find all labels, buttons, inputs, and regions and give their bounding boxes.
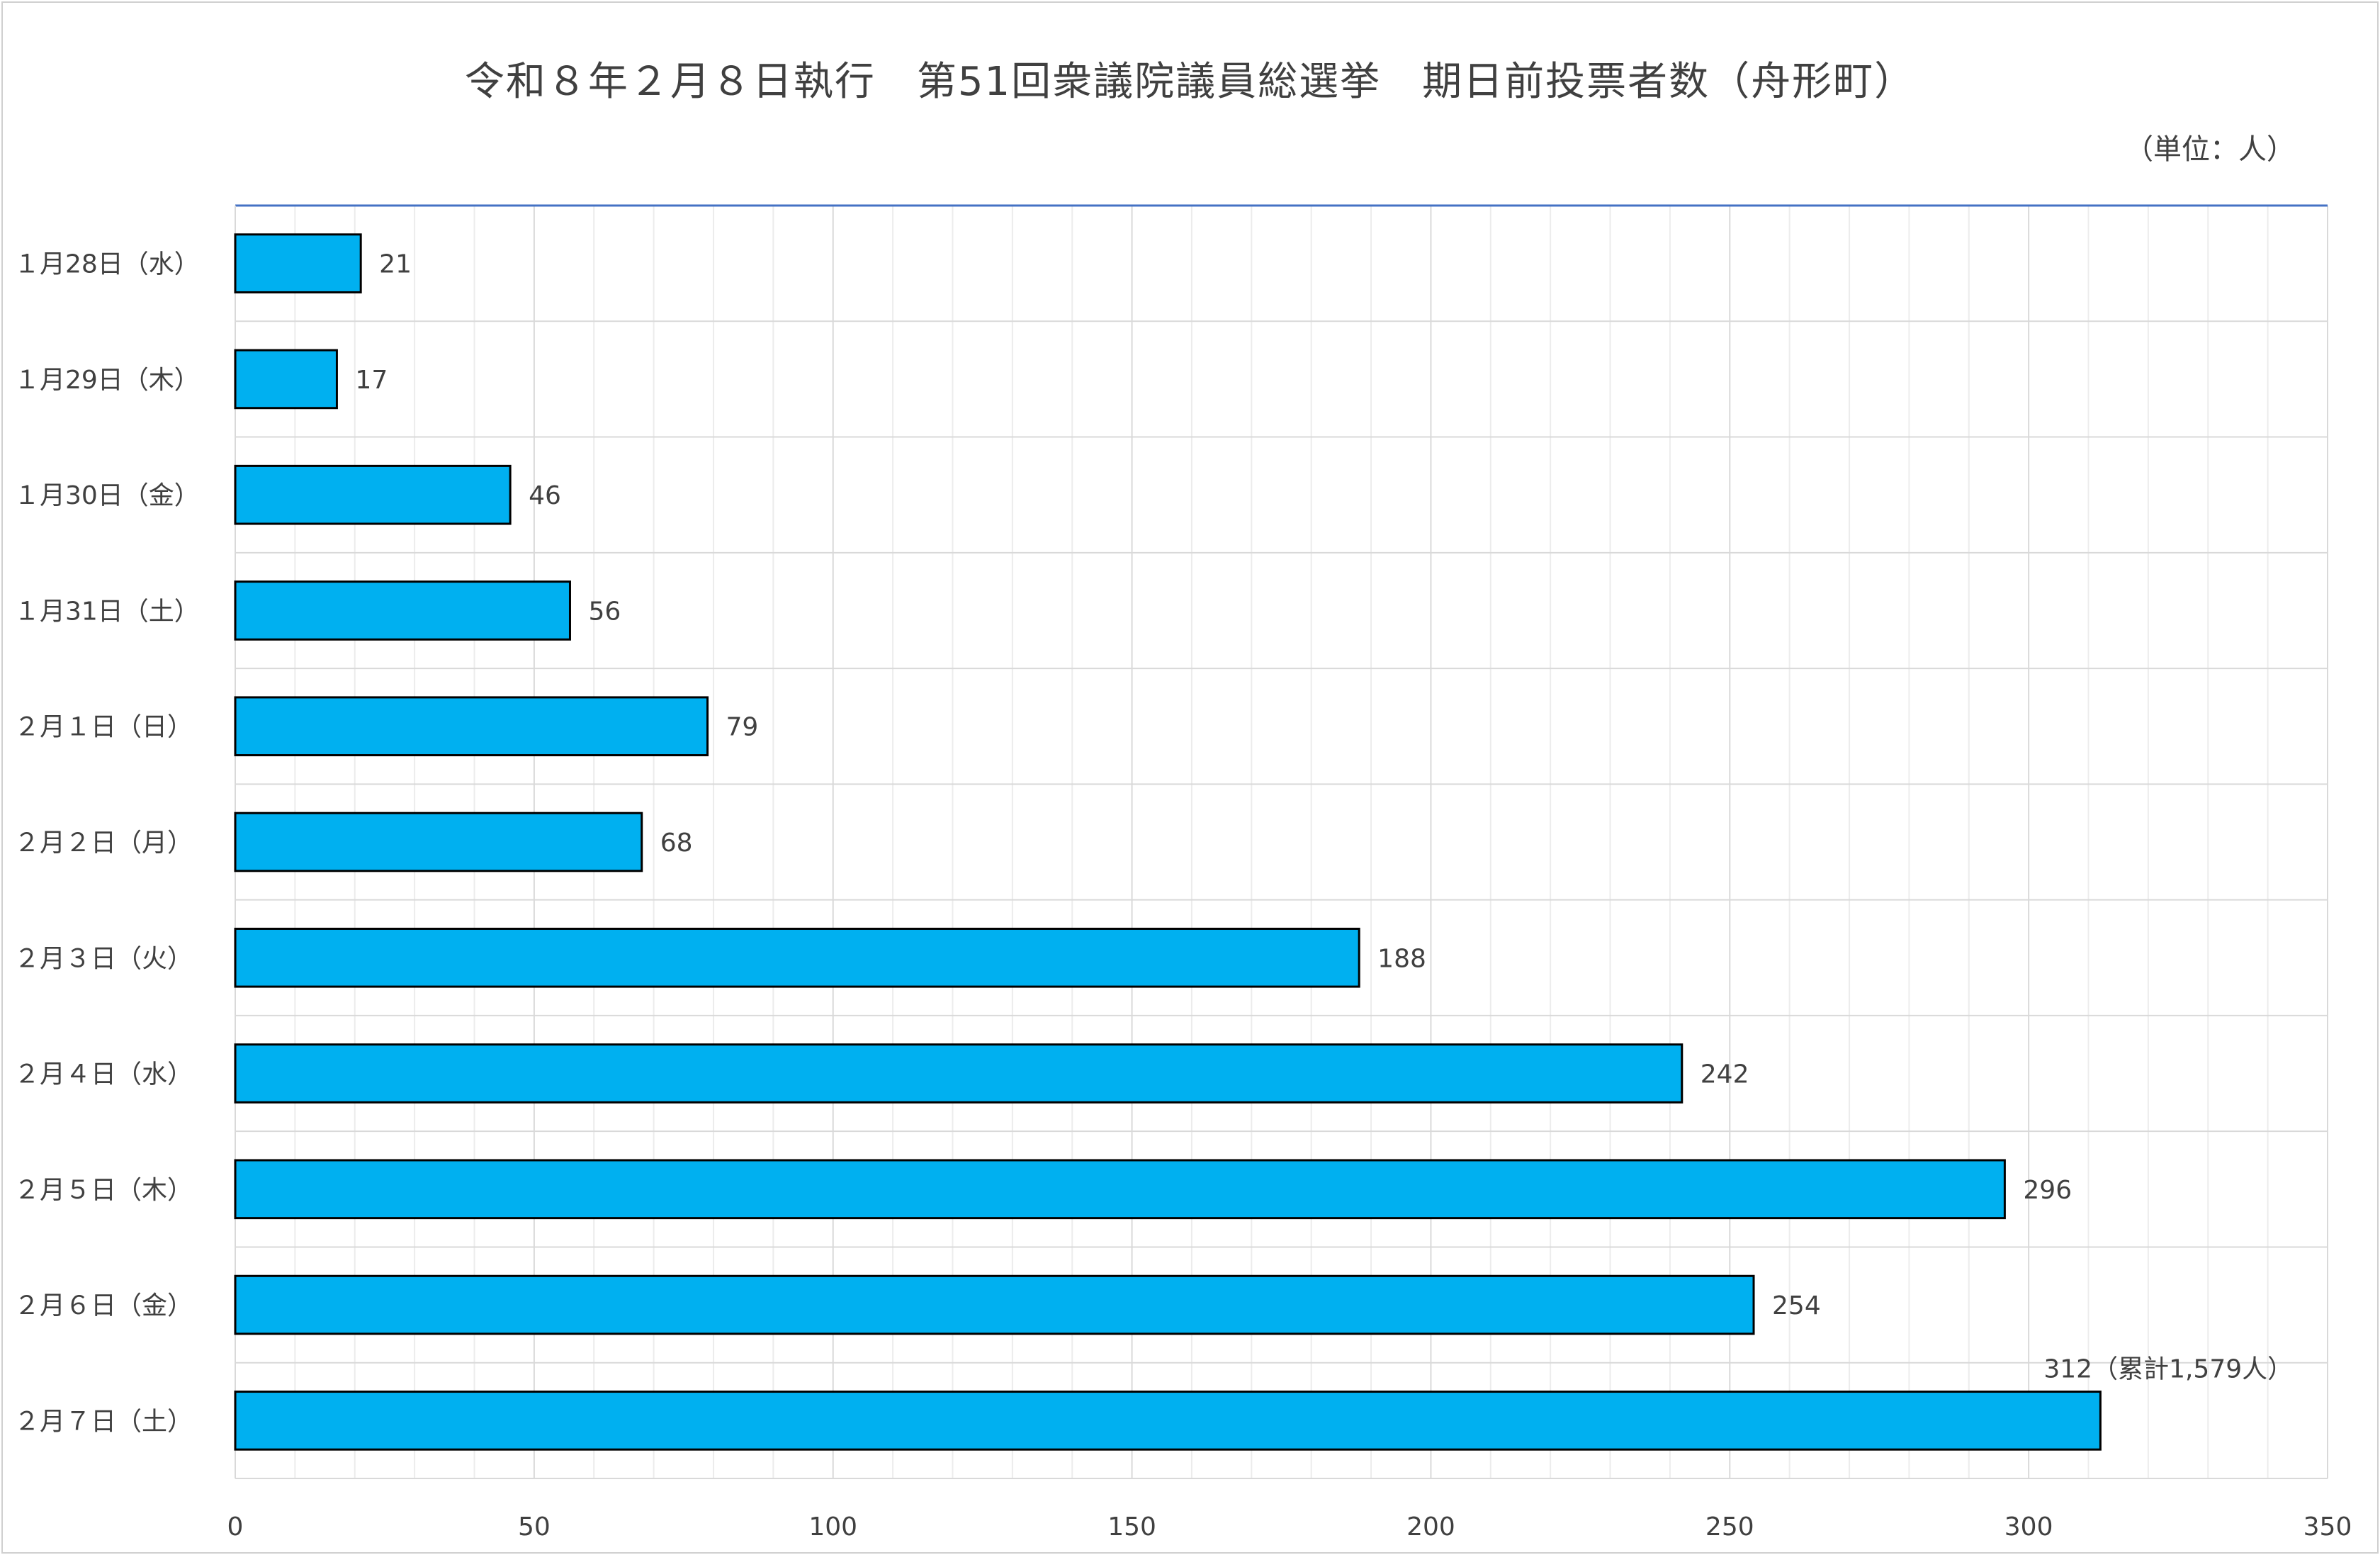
data-label: 56 [588,597,621,626]
bar [234,349,338,410]
bar [234,812,643,872]
bar [234,233,362,293]
category-label: １月29日（木） [14,366,200,395]
x-tick-label: 300 [2004,1512,2053,1542]
data-label: 296 [2023,1176,2072,1205]
bars [234,233,2102,1451]
data-label: 254 [1772,1291,1821,1320]
x-tick-label: 200 [1406,1512,1455,1542]
category-label: ２月２日（月） [14,829,193,858]
bar [234,1391,2102,1451]
data-labels: 21 17 46 56 79 68 188 242 296 254 312（累計1,579人） [355,250,2293,1384]
data-label: 21 [379,250,412,279]
category-label: ２月７日（土） [14,1407,193,1436]
data-label: 79 [726,713,759,742]
category-label: １月30日（金） [14,481,200,510]
category-label: ２月４日（水） [14,1060,193,1089]
data-label: 46 [529,481,561,510]
category-label: ２月３日（火） [14,944,193,973]
bar [234,1159,2006,1220]
data-label: 312（累計1,579人） [2043,1355,2293,1384]
bar [234,1274,1755,1335]
bar [234,696,709,757]
category-label: １月31日（土） [14,597,200,626]
bar [234,580,571,641]
x-tick-label: 250 [1705,1512,1754,1542]
x-tick-label: 100 [808,1512,857,1542]
bar [234,927,1360,988]
category-label: １月28日（水） [14,250,200,279]
unit-label: （単位：人） [2125,133,2295,166]
bar [234,464,512,525]
grid-lines [235,204,2328,1479]
bar [234,1043,1684,1104]
chart-title: 令和８年２月８日執行 第51回衆議院議員総選挙 期日前投票者数（舟形町） [464,59,1916,105]
data-label: 242 [1701,1060,1749,1089]
category-labels: １月28日（水） １月29日（木） １月30日（金） １月31日（土） ２月１日（日） ２… [14,250,200,1437]
data-label: 68 [660,829,693,858]
x-tick-label: 0 [227,1512,244,1542]
category-label: ２月５日（木） [14,1176,193,1205]
data-label: 188 [1377,944,1426,973]
x-tick-label: 50 [518,1512,551,1542]
data-label: 17 [355,366,388,395]
x-tick-label: 350 [2303,1512,2352,1542]
x-tick-labels: 0 50 100 150 200 250 300 350 [227,1512,2352,1542]
category-label: ２月６日（金） [14,1291,193,1320]
x-tick-label: 150 [1107,1512,1156,1542]
category-label: ２月１日（日） [14,713,193,742]
